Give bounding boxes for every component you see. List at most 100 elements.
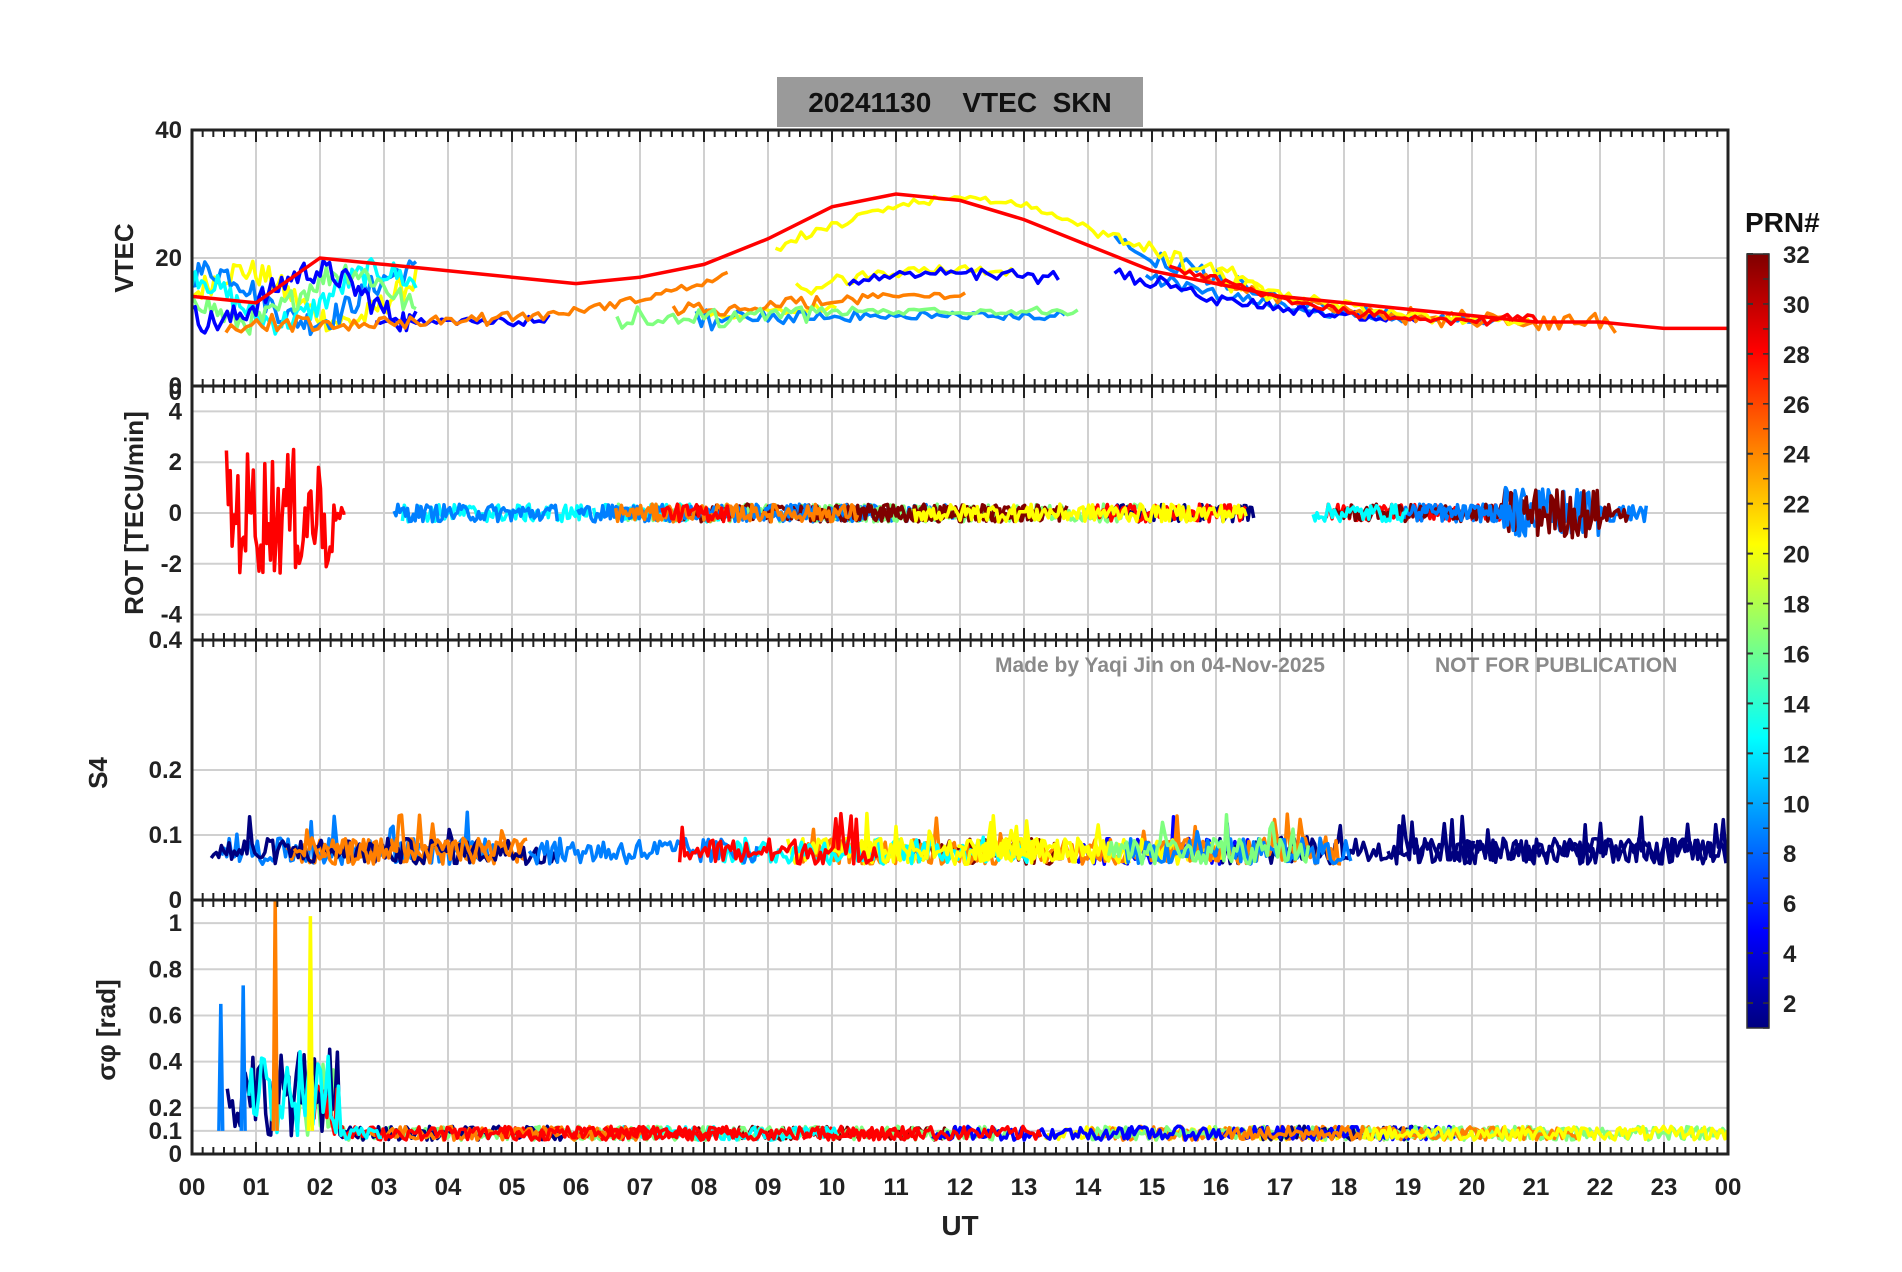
x-tick-label: 00 (179, 1174, 206, 1201)
data-series-line (613, 502, 860, 524)
colorbar-tick-label: 28 (1783, 342, 1810, 369)
data-series-line (794, 264, 1018, 296)
x-tick-label: 18 (1331, 1174, 1358, 1201)
ylabel-s4: S4 (83, 757, 113, 789)
watermark-notice: NOT FOR PUBLICATION (1435, 654, 1677, 677)
y-tick-label: 0.1 (149, 1118, 182, 1145)
data-series-line (694, 308, 1067, 332)
data-series-line (1113, 267, 1418, 324)
x-axis-label: UT (941, 1210, 978, 1241)
data-series-line (1168, 264, 1540, 327)
y-tick-label: 40 (155, 117, 182, 144)
data-series-line (192, 192, 1728, 331)
colorbar-tick-label: 26 (1783, 392, 1810, 419)
data-traces (192, 192, 1728, 337)
y-tick-label: -2 (161, 551, 182, 578)
colorbar-tick-label: 10 (1783, 791, 1810, 818)
data-series-line (858, 819, 1047, 866)
data-spike (306, 916, 315, 1131)
colorbar-tick-label: 6 (1783, 891, 1796, 918)
ylabel-vtec: VTEC (109, 223, 139, 293)
ylabel-sigma-phi: σφ [rad] (91, 979, 121, 1080)
y-tick-label: 0.2 (149, 757, 182, 784)
x-axis: 00 01 02 03 04 05 06 07 08 09 10 11 12 13 14 15 16 17 18 19… (179, 1174, 1742, 1201)
y-tick-label: 0 (169, 500, 182, 527)
x-tick-label: 13 (1011, 1174, 1038, 1201)
data-spike (271, 900, 279, 1131)
colorbar-tick-label: 22 (1783, 492, 1810, 519)
colorbar-tick-label: 20 (1783, 542, 1810, 569)
x-tick-label: 10 (819, 1174, 846, 1201)
y-tick-label: 0.8 (149, 956, 182, 983)
data-series-line (801, 1124, 1043, 1142)
panel-vtec: 0 20 40 (155, 117, 1730, 400)
y-tick-label: 0.1 (149, 822, 182, 849)
x-tick-label: 06 (563, 1174, 590, 1201)
data-series-line (677, 811, 879, 866)
x-tick-label: 04 (435, 1174, 462, 1201)
data-series-line (976, 814, 1131, 865)
data-series-line (224, 447, 346, 575)
x-tick-label: 02 (307, 1174, 334, 1201)
x-tick-label: 23 (1651, 1174, 1678, 1201)
x-tick-label: 00 (1715, 1174, 1742, 1201)
data-series-line (602, 1124, 741, 1142)
data-series-line (615, 305, 1079, 330)
y-tick-label: 20 (155, 245, 182, 272)
x-tick-label: 03 (371, 1174, 398, 1201)
y-tick-label: 0.4 (149, 1049, 183, 1076)
y-tick-label: 0 (169, 379, 182, 406)
x-tick-label: 09 (755, 1174, 782, 1201)
y-tick-label: 0.6 (149, 1002, 182, 1029)
data-traces (217, 900, 1728, 1142)
data-series-line (1402, 485, 1527, 538)
data-series-line (847, 266, 1060, 287)
colorbar-tick-label: 8 (1783, 841, 1796, 868)
data-series-line (192, 258, 418, 335)
colorbar (1746, 253, 1770, 1029)
data-series-line (774, 194, 1278, 302)
data-series-line (192, 257, 418, 336)
colorbar-tick-label: 32 (1783, 242, 1810, 269)
x-tick-label: 11 (883, 1174, 908, 1201)
data-series-line (660, 502, 732, 524)
data-series-line (1222, 1124, 1579, 1142)
data-series-line (247, 1050, 383, 1141)
title-box (777, 77, 1143, 127)
x-tick-label: 07 (627, 1174, 654, 1201)
data-traces (209, 810, 1728, 866)
data-traces (224, 447, 1649, 575)
x-tick-label: 16 (1203, 1174, 1230, 1201)
y-tick-label: 0.2 (149, 1095, 182, 1122)
x-tick-label: 14 (1075, 1174, 1102, 1201)
x-tick-label: 05 (499, 1174, 526, 1201)
data-series-line (527, 836, 759, 866)
colorbar-tick-label: 14 (1783, 691, 1810, 718)
y-tick-label: 2 (169, 449, 182, 476)
chart-title: 20241130 VTEC SKN (808, 87, 1112, 118)
data-series-line (912, 502, 1248, 524)
colorbar-tick-label: 24 (1783, 442, 1810, 469)
x-tick-label: 17 (1267, 1174, 1294, 1201)
x-tick-label: 22 (1587, 1174, 1614, 1201)
ylabel-rot: ROT [TECU/min] (119, 411, 149, 615)
colorbar-tick-label: 16 (1783, 641, 1810, 668)
x-tick-label: 01 (243, 1174, 270, 1201)
colorbar-tick-label: 12 (1783, 741, 1810, 768)
data-series-line (1450, 821, 1728, 866)
data-series-line (671, 291, 967, 317)
colorbar-tick-label: 4 (1783, 941, 1797, 968)
panel-s4: 0 0.1 0.2 (149, 638, 1730, 914)
data-series-line (192, 259, 418, 337)
data-spike (239, 985, 247, 1131)
x-tick-label: 19 (1395, 1174, 1422, 1201)
data-series-line (292, 813, 528, 866)
y-tick-label: 0 (169, 887, 182, 914)
data-series-line (392, 502, 560, 524)
watermark-made-by: Made by Yaqi Jin on 04-Nov-2025 (995, 654, 1325, 677)
y-tick-label: 0 (169, 373, 182, 400)
colorbar-ticks: 32 30 28 26 24 22 20 18 16 14 12 10 8 6 4 2 (1747, 242, 1810, 1029)
x-tick-label: 20 (1459, 1174, 1486, 1201)
